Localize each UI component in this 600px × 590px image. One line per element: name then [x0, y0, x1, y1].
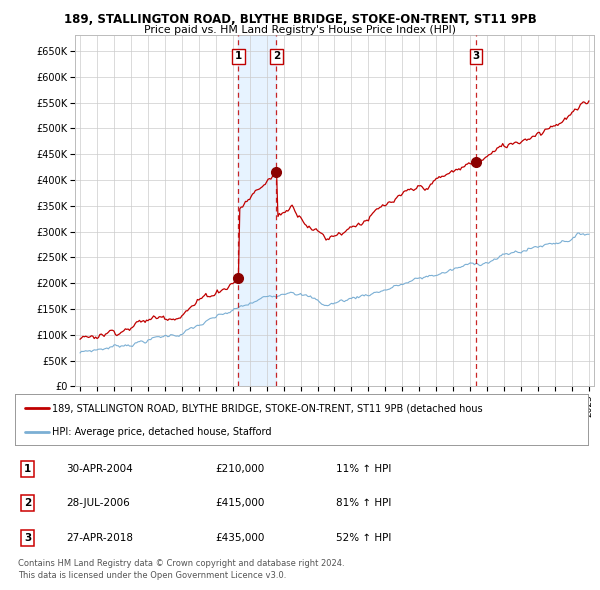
Text: 1: 1: [235, 51, 242, 61]
Text: 3: 3: [472, 51, 479, 61]
Text: 30-APR-2004: 30-APR-2004: [67, 464, 133, 474]
Text: 81% ↑ HPI: 81% ↑ HPI: [336, 499, 391, 508]
Text: HPI: Average price, detached house, Stafford: HPI: Average price, detached house, Staf…: [52, 428, 272, 437]
Text: 1: 1: [24, 464, 31, 474]
Text: Price paid vs. HM Land Registry's House Price Index (HPI): Price paid vs. HM Land Registry's House …: [144, 25, 456, 35]
Text: £210,000: £210,000: [215, 464, 265, 474]
Text: £415,000: £415,000: [215, 499, 265, 508]
Text: Contains HM Land Registry data © Crown copyright and database right 2024.: Contains HM Land Registry data © Crown c…: [18, 559, 344, 568]
Text: 189, STALLINGTON ROAD, BLYTHE BRIDGE, STOKE-ON-TRENT, ST11 9PB: 189, STALLINGTON ROAD, BLYTHE BRIDGE, ST…: [64, 13, 536, 26]
Text: 189, STALLINGTON ROAD, BLYTHE BRIDGE, STOKE-ON-TRENT, ST11 9PB (detached hous: 189, STALLINGTON ROAD, BLYTHE BRIDGE, ST…: [52, 403, 483, 413]
Text: 27-APR-2018: 27-APR-2018: [67, 533, 134, 543]
Text: 28-JUL-2006: 28-JUL-2006: [67, 499, 130, 508]
Text: £435,000: £435,000: [215, 533, 265, 543]
Text: 11% ↑ HPI: 11% ↑ HPI: [336, 464, 391, 474]
Text: 52% ↑ HPI: 52% ↑ HPI: [336, 533, 391, 543]
Bar: [238, 35, 277, 386]
Text: 2: 2: [24, 499, 31, 508]
Text: This data is licensed under the Open Government Licence v3.0.: This data is licensed under the Open Gov…: [18, 571, 286, 579]
Text: 2: 2: [273, 51, 280, 61]
Text: 3: 3: [24, 533, 31, 543]
